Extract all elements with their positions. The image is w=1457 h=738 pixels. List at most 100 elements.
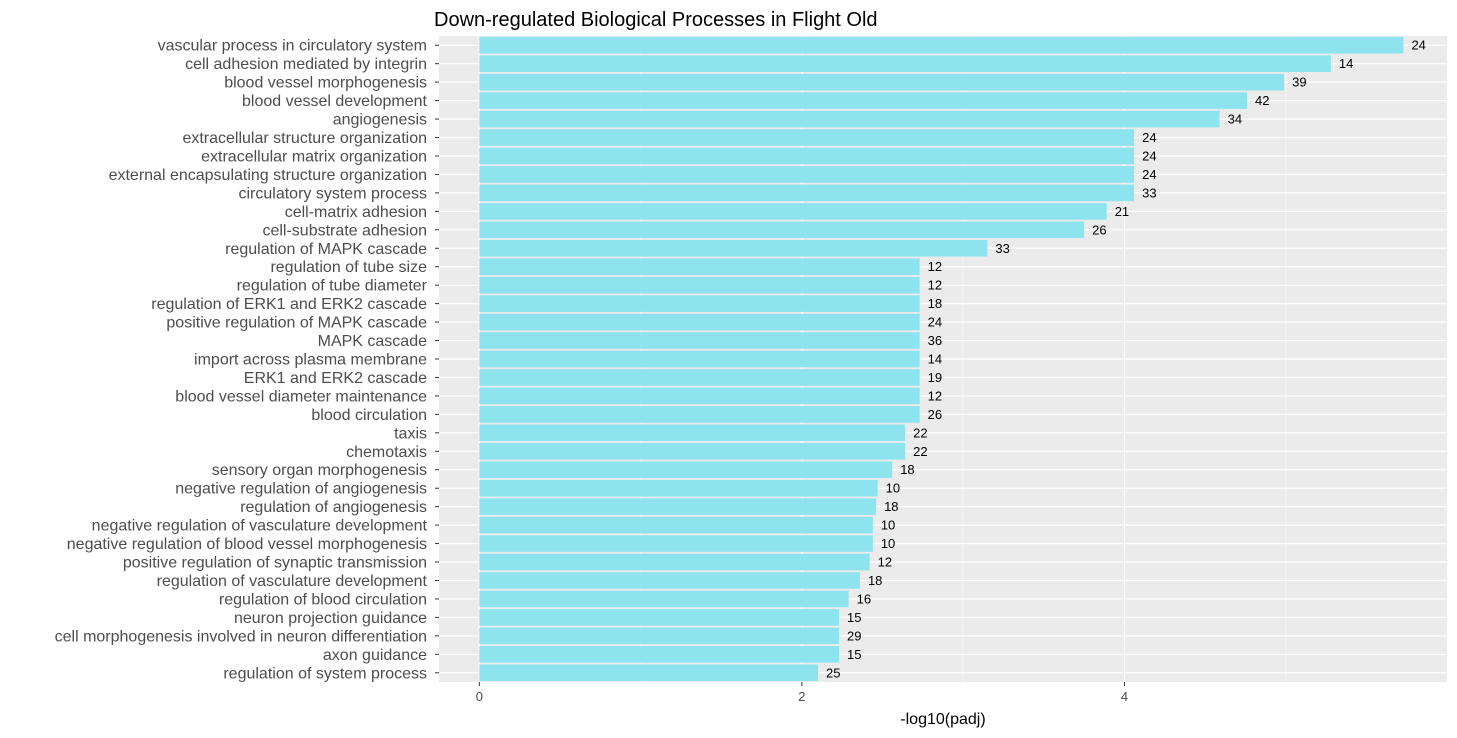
bar (479, 203, 1107, 220)
data-label: 19 (928, 370, 942, 385)
x-axis-title: -log10(padj) (900, 711, 985, 728)
data-label: 12 (878, 555, 892, 570)
category-label: ERK1 and ERK2 cascade (244, 370, 427, 387)
category-label: extracellular structure organization (182, 130, 427, 147)
bar (479, 55, 1331, 72)
category-label: blood vessel diameter maintenance (175, 388, 427, 405)
data-label: 26 (928, 407, 942, 422)
x-tick-label: 4 (1121, 689, 1128, 704)
data-label: 18 (884, 499, 898, 514)
data-label: 42 (1255, 93, 1269, 108)
data-label: 34 (1228, 112, 1242, 127)
bar (479, 553, 870, 571)
category-label: positive regulation of synaptic transmis… (123, 555, 427, 572)
bar (479, 276, 920, 294)
x-tick-label: 0 (476, 689, 483, 704)
data-label: 12 (928, 259, 942, 274)
data-label: 36 (928, 333, 942, 348)
data-label: 33 (995, 241, 1009, 256)
bar (479, 147, 1135, 165)
bar (479, 479, 878, 497)
category-label: regulation of blood circulation (219, 591, 427, 608)
bar (479, 424, 906, 442)
category-label: negative regulation of vasculature devel… (92, 518, 428, 535)
category-label: cell adhesion mediated by integrin (185, 56, 427, 73)
chart-title: Down-regulated Biological Processes in F… (434, 9, 878, 31)
category-label: import across plasma membrane (194, 352, 427, 369)
bar (479, 406, 920, 423)
bar (479, 350, 920, 368)
category-label: cell-substrate adhesion (262, 222, 427, 239)
data-label: 25 (826, 665, 840, 680)
category-label: cell morphogenesis involved in neuron di… (55, 628, 427, 645)
data-label: 22 (913, 425, 927, 440)
bar (479, 369, 920, 386)
bar (479, 129, 1135, 146)
data-label: 14 (928, 352, 942, 367)
bar (479, 516, 873, 534)
data-label: 26 (1092, 222, 1106, 237)
data-label: 18 (900, 462, 914, 477)
data-label: 16 (857, 591, 871, 606)
bar (479, 166, 1135, 183)
category-label: regulation of system process (223, 665, 427, 682)
category-label: blood vessel development (242, 93, 428, 110)
category-label: taxis (394, 425, 427, 442)
category-label: regulation of tube diameter (237, 278, 428, 295)
bar (479, 239, 988, 257)
bar (479, 627, 839, 645)
category-label: regulation of vasculature development (157, 573, 428, 590)
bar (479, 387, 920, 405)
bar (479, 646, 839, 663)
category-label: regulation of ERK1 and ERK2 cascade (151, 296, 427, 313)
data-label: 24 (1142, 148, 1156, 163)
category-label: blood vessel morphogenesis (224, 75, 427, 92)
bar (479, 442, 906, 460)
data-label: 10 (881, 536, 895, 551)
data-label: 24 (928, 315, 942, 330)
data-label: 15 (847, 610, 861, 625)
data-label: 12 (928, 388, 942, 403)
data-label: 22 (913, 444, 927, 459)
category-label: neuron projection guidance (234, 610, 427, 627)
bar (479, 92, 1248, 109)
category-label: chemotaxis (346, 444, 427, 461)
category-label: regulation of MAPK cascade (225, 241, 427, 258)
bar (479, 313, 920, 331)
category-label: negative regulation of blood vessel morp… (67, 536, 427, 553)
bar (479, 498, 877, 515)
category-label: external encapsulating structure organiz… (109, 167, 427, 184)
x-axis: 0 2 4 (476, 682, 1128, 704)
data-label: 24 (1411, 38, 1425, 53)
category-label: axon guidance (323, 647, 427, 664)
bar (479, 73, 1285, 91)
data-label: 18 (868, 573, 882, 588)
data-label: 24 (1142, 130, 1156, 145)
bar (479, 461, 893, 479)
category-label: angiogenesis (333, 112, 427, 129)
category-label: extracellular matrix organization (201, 148, 427, 165)
bar (479, 572, 860, 589)
bar (479, 184, 1135, 202)
data-label: 15 (847, 647, 861, 662)
data-label: 21 (1115, 204, 1129, 219)
category-label: regulation of tube size (270, 259, 427, 276)
data-label: 10 (886, 481, 900, 496)
bar (479, 332, 920, 349)
bar (479, 110, 1220, 128)
data-label: 14 (1339, 56, 1353, 71)
category-label: negative regulation of angiogenesis (175, 481, 427, 498)
bar (479, 36, 1404, 54)
category-label: regulation of angiogenesis (240, 499, 427, 516)
x-tick-label: 2 (798, 689, 805, 704)
bar (479, 590, 849, 608)
data-label: 10 (881, 518, 895, 533)
bar (479, 221, 1085, 239)
bar (479, 664, 819, 682)
data-labels: 24 14 39 42 34 24 24 24 33 21 26 33 12 12 18 24 36 14 19 12… (826, 38, 1426, 681)
bar (479, 258, 920, 276)
bars (479, 36, 1404, 682)
data-label: 18 (928, 296, 942, 311)
bar (479, 609, 839, 626)
